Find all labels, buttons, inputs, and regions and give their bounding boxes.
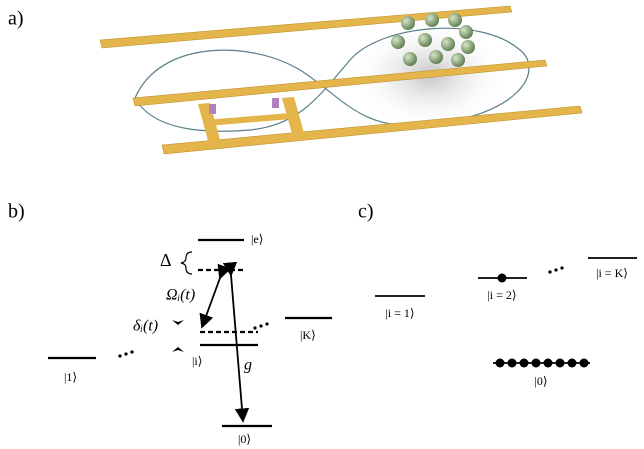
level-label: |i = 2⟩ — [487, 288, 516, 302]
atoms — [391, 13, 475, 67]
level-label: |K⟩ — [300, 328, 316, 342]
rabi-label: Ωᵢ(t) — [166, 287, 195, 304]
level-label: |i = K⟩ — [596, 266, 628, 280]
junction — [272, 98, 279, 108]
level-label: |1⟩ — [64, 370, 77, 384]
level-label: |i⟩ — [192, 354, 202, 368]
ellipsis — [118, 322, 269, 358]
transitions — [180, 251, 250, 423]
electrode — [205, 113, 292, 126]
levels-b — [48, 238, 332, 428]
detuning-label: Δ — [160, 250, 172, 270]
panel-label: b) — [8, 201, 25, 223]
junction — [209, 104, 216, 114]
shift-label: δᵢ(t) — [133, 318, 158, 335]
level-label: |0⟩ — [238, 432, 251, 446]
level-label: |0⟩ — [534, 374, 547, 388]
panel-label: a) — [8, 8, 24, 30]
bosons — [495, 266, 589, 368]
level-label: |e⟩ — [251, 232, 263, 246]
electrode — [161, 105, 583, 155]
level-label: |i = 1⟩ — [385, 306, 414, 320]
electrode — [282, 97, 306, 141]
resonator-loop — [134, 27, 530, 132]
panel-label: c) — [358, 201, 374, 223]
shift-arrows — [172, 320, 184, 352]
coupling-label: g — [244, 357, 252, 374]
chip — [99, 5, 583, 155]
electrode — [132, 59, 548, 107]
